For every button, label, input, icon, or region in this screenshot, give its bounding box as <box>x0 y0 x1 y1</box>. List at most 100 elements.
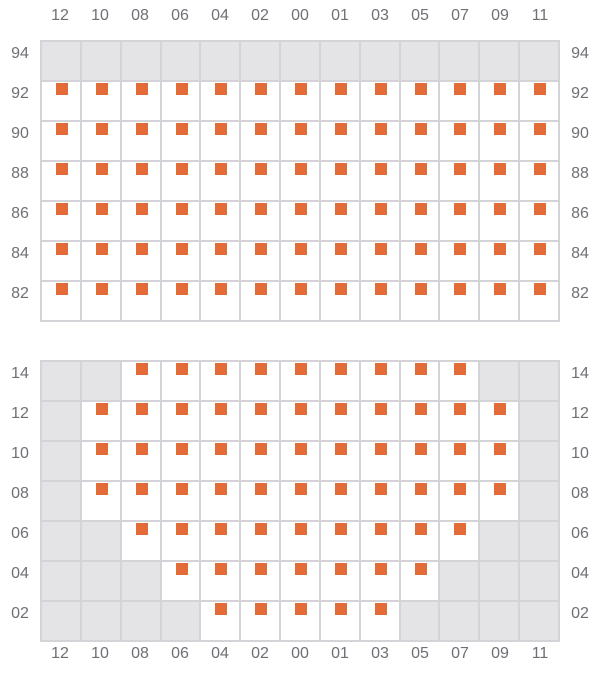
seat-82-02[interactable] <box>255 283 268 295</box>
seat-84-03[interactable] <box>374 243 387 255</box>
seat-82-06[interactable] <box>175 283 188 295</box>
seat-08-09[interactable] <box>494 483 507 495</box>
seat-08-07[interactable] <box>454 483 467 495</box>
seat-10-02[interactable] <box>255 443 268 455</box>
seat-82-10[interactable] <box>95 283 108 295</box>
seat-90-10[interactable] <box>95 123 108 135</box>
seat-92-05[interactable] <box>414 83 427 95</box>
seat-08-08[interactable] <box>135 483 148 495</box>
seat-12-09[interactable] <box>494 403 507 415</box>
seat-04-00[interactable] <box>295 563 308 575</box>
seat-10-08[interactable] <box>135 443 148 455</box>
seat-10-00[interactable] <box>295 443 308 455</box>
seat-88-02[interactable] <box>255 163 268 175</box>
seat-90-02[interactable] <box>255 123 268 135</box>
seat-90-06[interactable] <box>175 123 188 135</box>
seat-88-11[interactable] <box>534 163 547 175</box>
seat-84-07[interactable] <box>454 243 467 255</box>
seat-12-10[interactable] <box>95 403 108 415</box>
seat-92-12[interactable] <box>56 83 68 95</box>
seat-12-01[interactable] <box>334 403 347 415</box>
seat-90-08[interactable] <box>135 123 148 135</box>
seat-14-02[interactable] <box>255 363 268 375</box>
seat-12-00[interactable] <box>295 403 308 415</box>
seat-12-08[interactable] <box>135 403 148 415</box>
seat-12-04[interactable] <box>215 403 228 415</box>
seat-10-09[interactable] <box>494 443 507 455</box>
seat-88-01[interactable] <box>334 163 347 175</box>
seat-02-02[interactable] <box>255 603 268 615</box>
seat-14-00[interactable] <box>295 363 308 375</box>
seat-04-05[interactable] <box>414 563 427 575</box>
seat-88-08[interactable] <box>135 163 148 175</box>
seat-08-00[interactable] <box>295 483 308 495</box>
seat-90-12[interactable] <box>56 123 68 135</box>
seat-10-01[interactable] <box>334 443 347 455</box>
seat-12-02[interactable] <box>255 403 268 415</box>
seat-14-06[interactable] <box>175 363 188 375</box>
seat-06-03[interactable] <box>374 523 387 535</box>
seat-84-01[interactable] <box>334 243 347 255</box>
seat-04-04[interactable] <box>215 563 228 575</box>
seat-88-03[interactable] <box>374 163 387 175</box>
seat-06-02[interactable] <box>255 523 268 535</box>
seat-10-05[interactable] <box>414 443 427 455</box>
seat-12-03[interactable] <box>374 403 387 415</box>
seat-86-03[interactable] <box>374 203 387 215</box>
seat-88-07[interactable] <box>454 163 467 175</box>
seat-88-00[interactable] <box>295 163 308 175</box>
seat-92-07[interactable] <box>454 83 467 95</box>
seat-12-07[interactable] <box>454 403 467 415</box>
seat-92-00[interactable] <box>295 83 308 95</box>
seat-90-05[interactable] <box>414 123 427 135</box>
seat-88-06[interactable] <box>175 163 188 175</box>
seat-02-03[interactable] <box>374 603 387 615</box>
seat-92-04[interactable] <box>215 83 228 95</box>
seat-84-05[interactable] <box>414 243 427 255</box>
seat-84-10[interactable] <box>95 243 108 255</box>
seat-08-04[interactable] <box>215 483 228 495</box>
seat-88-09[interactable] <box>494 163 507 175</box>
seat-06-07[interactable] <box>454 523 467 535</box>
seat-84-09[interactable] <box>494 243 507 255</box>
seat-90-04[interactable] <box>215 123 228 135</box>
seat-92-03[interactable] <box>374 83 387 95</box>
seat-10-04[interactable] <box>215 443 228 455</box>
seat-84-04[interactable] <box>215 243 228 255</box>
seat-86-09[interactable] <box>494 203 507 215</box>
seat-86-11[interactable] <box>534 203 547 215</box>
seat-08-02[interactable] <box>255 483 268 495</box>
seat-86-07[interactable] <box>454 203 467 215</box>
seat-90-09[interactable] <box>494 123 507 135</box>
seat-06-04[interactable] <box>215 523 228 535</box>
seat-84-11[interactable] <box>534 243 547 255</box>
seat-84-12[interactable] <box>56 243 68 255</box>
seat-86-01[interactable] <box>334 203 347 215</box>
seat-92-01[interactable] <box>334 83 347 95</box>
seat-14-04[interactable] <box>215 363 228 375</box>
seat-92-11[interactable] <box>534 83 547 95</box>
seat-06-00[interactable] <box>295 523 308 535</box>
seat-82-11[interactable] <box>534 283 547 295</box>
seat-86-10[interactable] <box>95 203 108 215</box>
seat-14-08[interactable] <box>135 363 148 375</box>
seat-82-09[interactable] <box>494 283 507 295</box>
seat-14-01[interactable] <box>334 363 347 375</box>
seat-14-03[interactable] <box>374 363 387 375</box>
seat-14-07[interactable] <box>454 363 467 375</box>
seat-88-12[interactable] <box>56 163 68 175</box>
seat-84-06[interactable] <box>175 243 188 255</box>
seat-04-01[interactable] <box>334 563 347 575</box>
seat-84-00[interactable] <box>295 243 308 255</box>
seat-82-03[interactable] <box>374 283 387 295</box>
seat-06-06[interactable] <box>175 523 188 535</box>
seat-82-05[interactable] <box>414 283 427 295</box>
seat-10-07[interactable] <box>454 443 467 455</box>
seat-12-06[interactable] <box>175 403 188 415</box>
seat-86-12[interactable] <box>56 203 68 215</box>
seat-86-06[interactable] <box>175 203 188 215</box>
seat-04-02[interactable] <box>255 563 268 575</box>
seat-84-02[interactable] <box>255 243 268 255</box>
seat-14-05[interactable] <box>414 363 427 375</box>
seat-08-06[interactable] <box>175 483 188 495</box>
